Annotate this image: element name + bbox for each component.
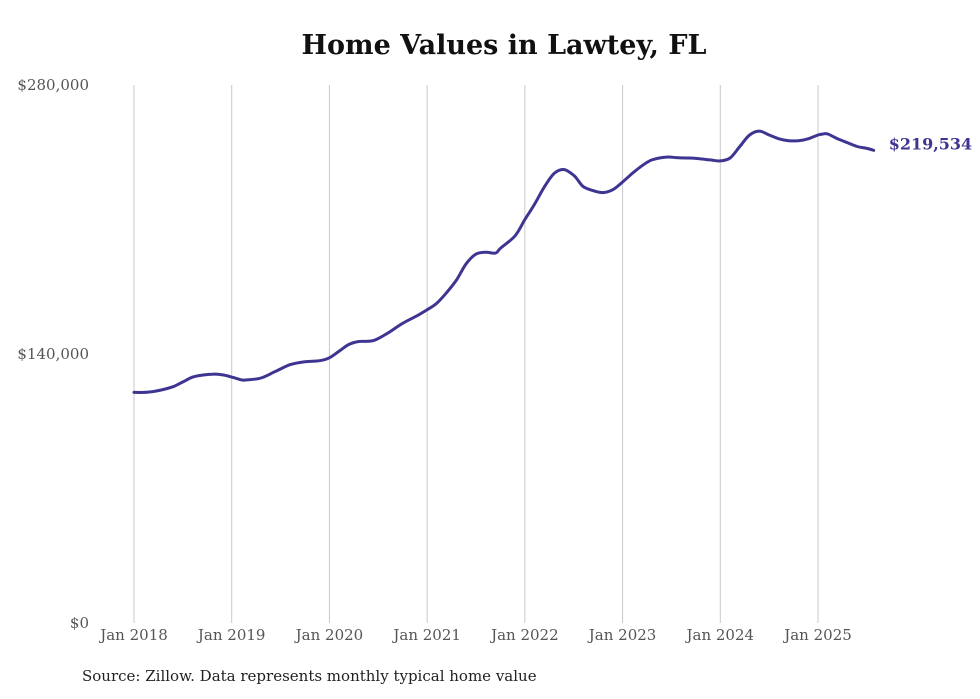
- y-tick-label: $140,000: [17, 345, 89, 363]
- x-tick-label: Jan 2021: [391, 626, 461, 644]
- x-tick-label: Jan 2020: [294, 626, 364, 644]
- y-axis: $0 $140,000 $280,000: [17, 76, 89, 632]
- y-tick-label: $280,000: [17, 76, 89, 94]
- series-line-home-value: [132, 129, 876, 394]
- x-tick-label: Jan 2023: [587, 626, 657, 644]
- source-note: Source: Zillow. Data represents monthly …: [82, 667, 537, 685]
- x-tick-label: Jan 2022: [489, 626, 559, 644]
- chart-title: Home Values in Lawtey, FL: [301, 30, 707, 61]
- x-tick-label: Jan 2024: [685, 626, 755, 644]
- gridlines: [133, 85, 819, 623]
- x-tick-label: Jan 2018: [98, 626, 168, 644]
- y-tick-label: $0: [70, 614, 89, 632]
- x-tick-label: Jan 2019: [196, 626, 266, 644]
- end-value-label: $219,534: [889, 134, 973, 153]
- x-axis: Jan 2018 Jan 2019 Jan 2020 Jan 2021 Jan 2022…: [98, 626, 852, 644]
- x-tick-label: Jan 2025: [782, 626, 852, 644]
